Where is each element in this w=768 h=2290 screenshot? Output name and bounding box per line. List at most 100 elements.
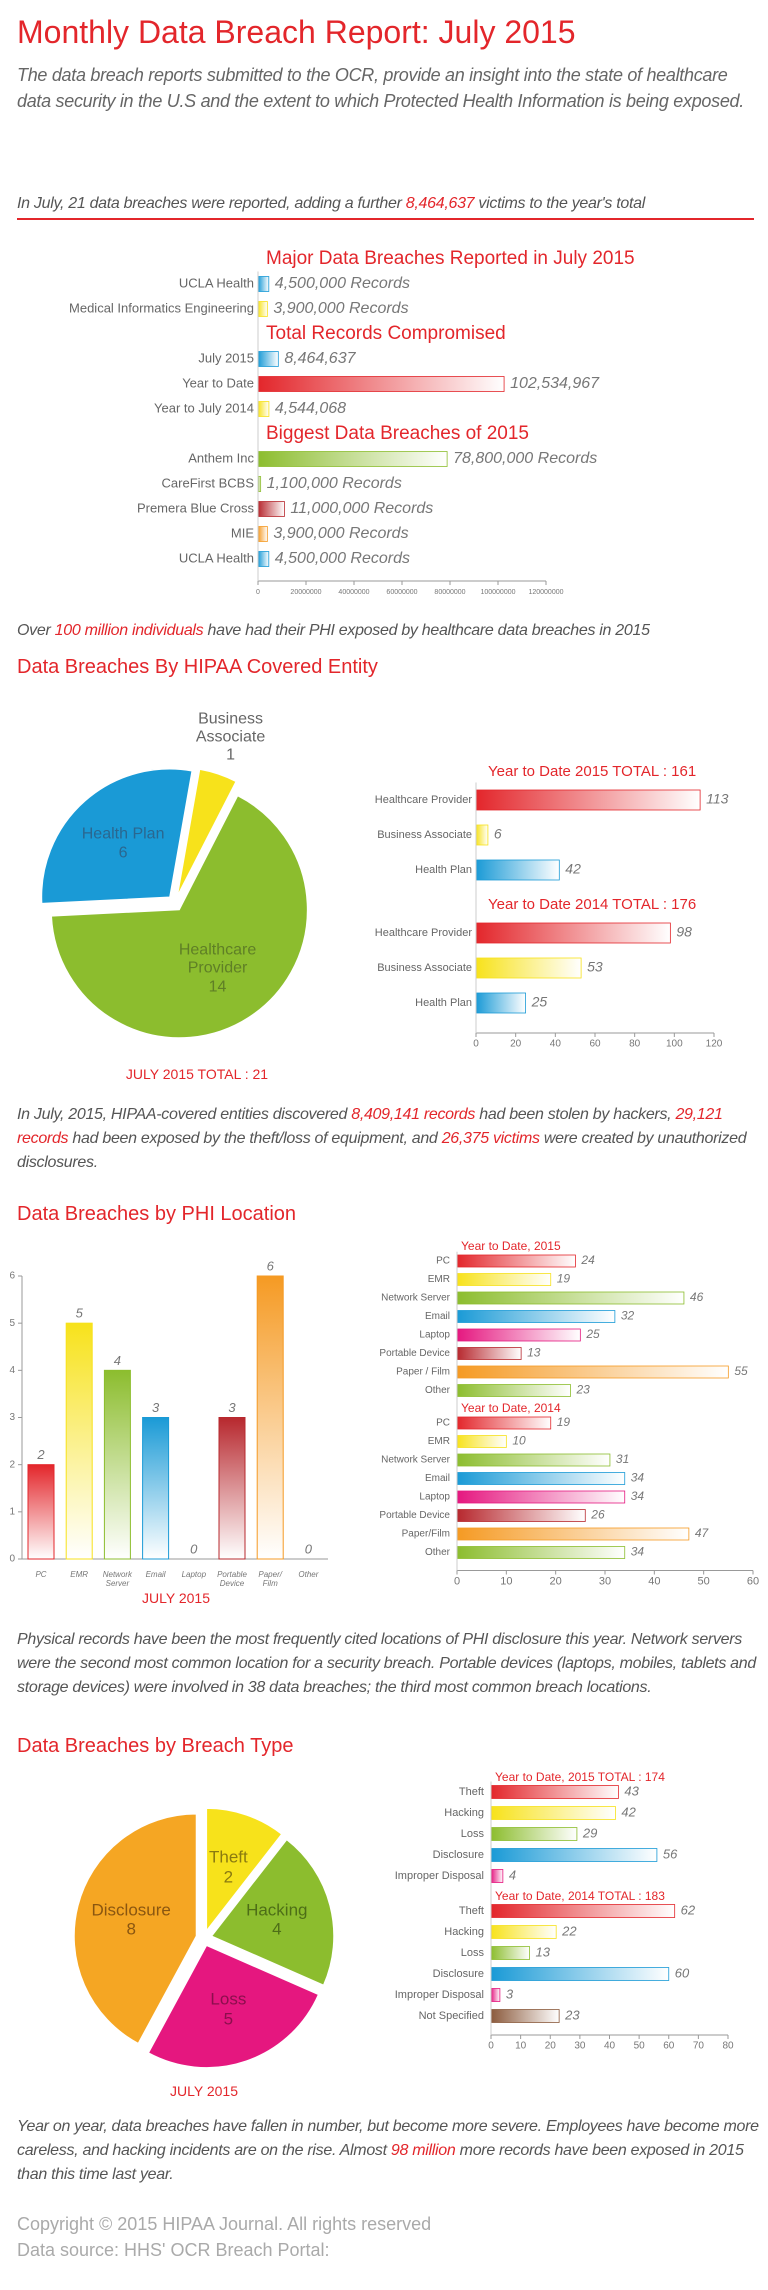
slice-name: Theft (209, 1847, 248, 1867)
category-label: Hacking (444, 1807, 484, 1819)
x-tick-label: 30 (599, 1575, 611, 1587)
group-title: Year to Date, 2015 TOTAL : 174 (495, 1770, 665, 1784)
section-title: Data Breaches By HIPAA Covered Entity (17, 656, 378, 678)
highlight-text: 29,121 records (17, 1106, 723, 1147)
value-label: 5 (76, 1306, 84, 1321)
value-label: 6 (494, 826, 502, 842)
category-label: Health Plan (415, 864, 472, 876)
bar (456, 1416, 552, 1430)
slice-value: 14 (208, 978, 227, 996)
bar (456, 1384, 571, 1397)
value-label: 60 (675, 1965, 690, 1980)
category-label: Email (425, 1311, 450, 1322)
category-label: UCLA Health (179, 275, 254, 290)
paragraph: Year on year, data breaches have fallen … (17, 2115, 762, 2187)
x-tick-label: 10 (500, 1575, 512, 1587)
section-title: Data Breaches by Breach Type (17, 1735, 294, 1757)
x-tick-label: 10 (515, 2041, 527, 2052)
value-label: 78,800,000 Records (453, 450, 597, 467)
value-label: 34 (631, 1471, 645, 1485)
bar (475, 922, 671, 944)
chart: 0 1 2 3 4 5 6 2 5 4 3 0 3 6 0 PC EMR Network Server Email L… (0, 1240, 350, 1620)
slice-value: 8 (126, 1919, 136, 1939)
value-label: 3,900,000 Records (273, 300, 408, 317)
paragraph: Physical records have been the most freq… (17, 1628, 762, 1700)
source: Data source: HHS' OCR Breach Portal: (17, 2240, 330, 2260)
value-label: 31 (616, 1452, 629, 1466)
paragraph: In July, 21 data breaches were reported,… (17, 192, 762, 216)
bar (456, 1435, 507, 1448)
x-tick-label: 80 (722, 2041, 734, 2052)
category-label: Disclosure (433, 1968, 484, 1980)
chart-svg (73, 1807, 335, 2069)
value-label: 56 (663, 1846, 678, 1861)
x-tick-label: 30 (574, 2041, 586, 2052)
paragraph: In July, 2015, HIPAA-covered entities di… (17, 1103, 762, 1175)
x-tick-label: 50 (698, 1575, 710, 1587)
category-label: Loss (461, 1828, 485, 1840)
bar (490, 2009, 560, 2023)
value-label: 3 (228, 1400, 236, 1415)
value-label: 62 (681, 1902, 696, 1917)
bar (490, 1967, 670, 1981)
x-tick-label: 60 (589, 1039, 601, 1050)
value-label: 113 (706, 791, 729, 807)
text-span: Year on year, data breaches have fallen … (17, 2118, 759, 2159)
bar (456, 1546, 626, 1559)
slice-value: 5 (223, 2009, 234, 2029)
bar (456, 1328, 581, 1342)
x-tick-label: Portable Device (217, 1570, 247, 1588)
highlight-text: 26,375 victims (441, 1130, 540, 1147)
category-label: Improper Disposal (395, 1989, 484, 2001)
y-tick-label: 0 (9, 1554, 15, 1565)
category-label: Medical Informatics Engineering (69, 300, 254, 315)
category-label: Year to July 2014 (154, 400, 254, 415)
bar (490, 1946, 530, 1960)
highlight-text: 8,409,141 records (351, 1106, 476, 1123)
bar (456, 1527, 690, 1541)
bar (490, 1827, 578, 1841)
slice-name: Hacking (246, 1900, 308, 1920)
value-label: 4,500,000 Records (275, 275, 410, 292)
text-span: more records have been exposed in 2015 t… (17, 2142, 744, 2183)
category-label: Business Associate (377, 962, 472, 974)
x-tick-label: 80000000 (434, 589, 465, 595)
bar (490, 1848, 658, 1862)
text-span: victims to the year's total (474, 195, 645, 212)
value-label: 42 (621, 1804, 636, 1819)
slice-name: Business Associate (195, 710, 266, 746)
category-label: Email (425, 1473, 450, 1484)
value-label: 4 (114, 1353, 121, 1368)
value-label: 34 (631, 1545, 645, 1559)
slice-name: Health Plan (81, 825, 165, 843)
highlight-text: 8,464,637 (405, 195, 475, 212)
bar (456, 1254, 576, 1268)
bar (257, 551, 270, 567)
highlight-text: 98 million (390, 2142, 456, 2159)
x-tick-label: Other (298, 1570, 319, 1579)
value-label: 19 (557, 1415, 571, 1429)
category-label: Theft (459, 1786, 484, 1798)
category-label: Disclosure (433, 1849, 484, 1861)
slice-value: 1 (226, 746, 235, 764)
x-tick-label: 70 (693, 2041, 705, 2052)
value-label: 2 (36, 1447, 45, 1462)
value-label: 53 (587, 959, 603, 975)
category-label: Network Server (381, 1455, 451, 1466)
pie-slice (50, 795, 308, 1039)
value-label: 8,464,637 (284, 350, 356, 367)
category-label: Year to Date (182, 375, 254, 390)
chart-caption: JULY 2015 (170, 2083, 238, 2099)
category-label: Paper / Film (396, 1367, 450, 1378)
value-label: 43 (624, 1783, 639, 1798)
category-label: Portable Device (379, 1510, 450, 1521)
pie-slice (73, 1813, 197, 2045)
chart: Major Data Breaches Reported in July 201… (0, 245, 768, 595)
pie-label: Hacking 4 (217, 1900, 337, 1939)
value-label: 4 (509, 1867, 516, 1882)
bar (456, 1365, 729, 1379)
section-title: Data Breaches by PHI Location (17, 1203, 297, 1225)
category-label: CareFirst BCBS (162, 475, 255, 490)
y-tick-label: 3 (9, 1412, 15, 1423)
